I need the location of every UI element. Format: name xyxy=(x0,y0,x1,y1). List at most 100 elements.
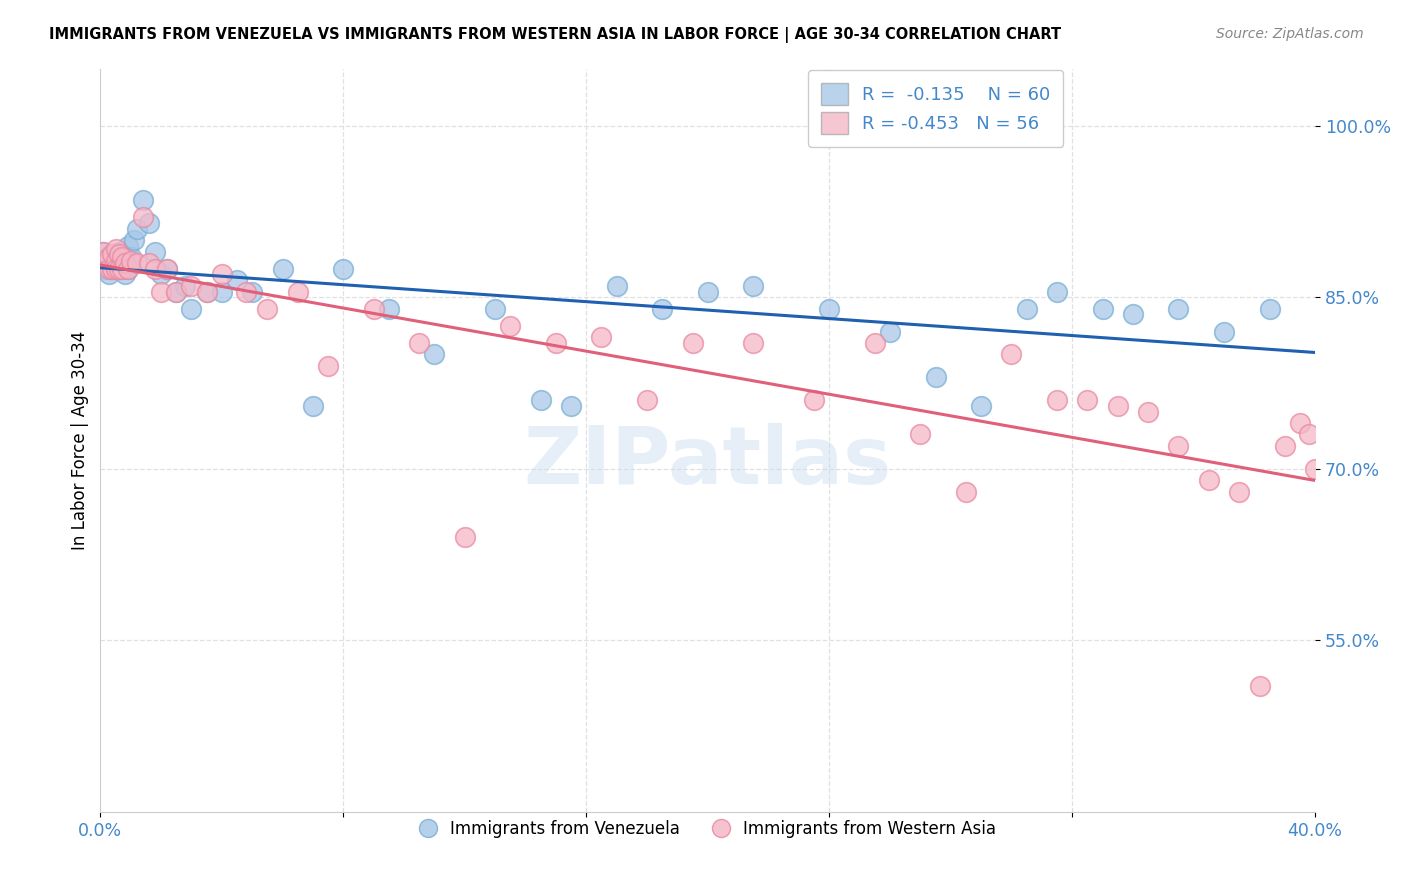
Point xyxy=(125,256,148,270)
Point xyxy=(104,261,127,276)
Point xyxy=(156,261,179,276)
Point xyxy=(1298,427,1320,442)
Point xyxy=(132,210,155,224)
Point xyxy=(117,261,139,276)
Point xyxy=(454,530,477,544)
Point xyxy=(316,359,339,373)
Point xyxy=(682,336,704,351)
Point xyxy=(96,261,118,276)
Point xyxy=(150,268,173,282)
Point xyxy=(98,261,121,276)
Point xyxy=(591,330,613,344)
Point xyxy=(970,399,993,413)
Point xyxy=(165,285,187,299)
Point xyxy=(423,347,446,361)
Point xyxy=(1046,393,1069,408)
Point xyxy=(165,285,187,299)
Point xyxy=(114,256,136,270)
Point xyxy=(180,301,202,316)
Point xyxy=(104,256,127,270)
Point xyxy=(818,301,841,316)
Point xyxy=(606,278,628,293)
Point xyxy=(484,301,506,316)
Point xyxy=(101,256,124,270)
Point xyxy=(271,261,294,276)
Point xyxy=(1303,462,1326,476)
Point xyxy=(132,193,155,207)
Point xyxy=(302,399,325,413)
Point xyxy=(138,216,160,230)
Point xyxy=(195,285,218,299)
Point xyxy=(1274,439,1296,453)
Point xyxy=(96,256,118,270)
Point xyxy=(235,285,257,299)
Point xyxy=(1122,307,1144,321)
Point xyxy=(101,261,124,276)
Point xyxy=(93,244,115,259)
Point xyxy=(742,278,765,293)
Point xyxy=(924,370,946,384)
Point xyxy=(636,393,658,408)
Point xyxy=(101,250,124,264)
Point xyxy=(378,301,401,316)
Point xyxy=(122,233,145,247)
Point xyxy=(120,253,142,268)
Point xyxy=(110,261,132,276)
Point xyxy=(98,261,121,276)
Point xyxy=(195,285,218,299)
Point xyxy=(363,301,385,316)
Point xyxy=(879,325,901,339)
Point xyxy=(256,301,278,316)
Point xyxy=(110,247,132,261)
Point xyxy=(1227,484,1250,499)
Point xyxy=(651,301,673,316)
Point xyxy=(114,250,136,264)
Point xyxy=(143,261,166,276)
Point xyxy=(696,285,718,299)
Point xyxy=(287,285,309,299)
Point xyxy=(240,285,263,299)
Point xyxy=(408,336,430,351)
Point xyxy=(1137,404,1160,418)
Point xyxy=(104,242,127,256)
Point xyxy=(955,484,977,499)
Point xyxy=(120,250,142,264)
Text: IMMIGRANTS FROM VENEZUELA VS IMMIGRANTS FROM WESTERN ASIA IN LABOR FORCE | AGE 3: IMMIGRANTS FROM VENEZUELA VS IMMIGRANTS … xyxy=(49,27,1062,43)
Point xyxy=(98,250,121,264)
Point xyxy=(226,273,249,287)
Point xyxy=(1167,439,1189,453)
Point xyxy=(174,278,197,293)
Point xyxy=(104,253,127,268)
Point xyxy=(910,427,932,442)
Point xyxy=(1258,301,1281,316)
Point xyxy=(1046,285,1069,299)
Point xyxy=(560,399,582,413)
Text: Source: ZipAtlas.com: Source: ZipAtlas.com xyxy=(1216,27,1364,41)
Point xyxy=(1015,301,1038,316)
Point xyxy=(93,244,115,259)
Point xyxy=(180,278,202,293)
Point xyxy=(150,285,173,299)
Point xyxy=(1076,393,1098,408)
Point xyxy=(107,247,129,261)
Text: ZIPatlas: ZIPatlas xyxy=(523,424,891,501)
Point xyxy=(117,239,139,253)
Point xyxy=(1000,347,1022,361)
Point xyxy=(107,261,129,276)
Point xyxy=(544,336,567,351)
Point xyxy=(101,261,124,276)
Point xyxy=(138,256,160,270)
Point xyxy=(1091,301,1114,316)
Point xyxy=(803,393,825,408)
Point xyxy=(101,247,124,261)
Point xyxy=(96,256,118,270)
Point xyxy=(114,268,136,282)
Point xyxy=(104,261,127,276)
Y-axis label: In Labor Force | Age 30-34: In Labor Force | Age 30-34 xyxy=(72,331,89,549)
Point xyxy=(1250,679,1272,693)
Point xyxy=(107,261,129,276)
Point xyxy=(156,261,179,276)
Point xyxy=(1198,473,1220,487)
Point xyxy=(110,261,132,276)
Point xyxy=(143,244,166,259)
